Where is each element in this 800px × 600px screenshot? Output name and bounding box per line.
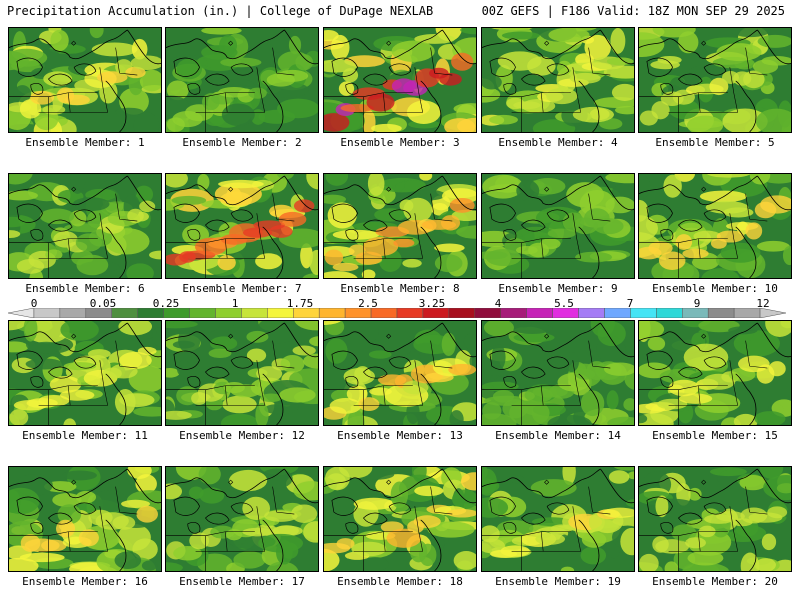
member-map-8 xyxy=(323,173,477,279)
colorbar-tick-label: 12 xyxy=(756,297,770,310)
colorbar-swatch xyxy=(759,308,786,318)
member-label-3: Ensemble Member: 3 xyxy=(340,136,460,149)
member-label-17: Ensemble Member: 17 xyxy=(179,575,305,588)
member-map-6 xyxy=(8,173,162,279)
colorbar-tick-label: 0 xyxy=(30,297,38,310)
member-label-15: Ensemble Member: 15 xyxy=(652,429,778,442)
member-map-10 xyxy=(638,173,792,279)
member-map-12 xyxy=(165,320,319,426)
member-label-1: Ensemble Member: 1 xyxy=(25,136,145,149)
member-label-10: Ensemble Member: 10 xyxy=(652,282,778,295)
member-map-4 xyxy=(481,27,635,133)
colorbar-swatch xyxy=(33,308,61,318)
member-label-9: Ensemble Member: 9 xyxy=(498,282,618,295)
member-label-11: Ensemble Member: 11 xyxy=(22,429,148,442)
colorbar-tick-label: 4 xyxy=(494,297,502,310)
colorbar-tick-label: 2.5 xyxy=(358,297,378,310)
member-map-7 xyxy=(165,173,319,279)
member-map-15 xyxy=(638,320,792,426)
colorbar-tick-label: 5.5 xyxy=(554,297,574,310)
colorbar-swatch xyxy=(630,308,657,318)
member-label-5: Ensemble Member: 5 xyxy=(655,136,775,149)
member-label-13: Ensemble Member: 13 xyxy=(337,429,463,442)
member-label-14: Ensemble Member: 14 xyxy=(495,429,621,442)
colorbar-swatch xyxy=(656,308,683,318)
colorbar-tick-label: 7 xyxy=(626,297,634,310)
colorbar-swatch xyxy=(526,308,553,318)
member-map-5 xyxy=(638,27,792,133)
member-label-19: Ensemble Member: 19 xyxy=(495,575,621,588)
member-map-18 xyxy=(323,466,477,572)
member-map-17 xyxy=(165,466,319,572)
colorbar-swatch xyxy=(448,308,476,318)
colorbar-swatch xyxy=(189,308,216,318)
member-map-19 xyxy=(481,466,635,572)
colorbar xyxy=(8,308,786,318)
colorbar-tick-label: 0.25 xyxy=(152,297,180,310)
member-map-9 xyxy=(481,173,635,279)
run-info: 00Z GEFS | F186 Valid: 18Z MON SEP 29 20… xyxy=(481,4,785,18)
colorbar-tick-label: 1 xyxy=(231,297,239,310)
member-map-20 xyxy=(638,466,792,572)
member-label-18: Ensemble Member: 18 xyxy=(337,575,463,588)
member-map-11 xyxy=(8,320,162,426)
colorbar-swatch xyxy=(59,308,87,318)
member-map-16 xyxy=(8,466,162,572)
colorbar-tick-label: 0.05 xyxy=(89,297,117,310)
member-label-6: Ensemble Member: 6 xyxy=(25,282,145,295)
member-label-2: Ensemble Member: 2 xyxy=(182,136,302,149)
member-map-2 xyxy=(165,27,319,133)
member-label-7: Ensemble Member: 7 xyxy=(182,282,302,295)
colorbar-tick-label: 1.75 xyxy=(286,297,314,310)
member-map-3 xyxy=(323,27,477,133)
member-label-16: Ensemble Member: 16 xyxy=(22,575,148,588)
chart-title: Precipitation Accumulation (in.) | Colle… xyxy=(7,4,434,18)
colorbar-tick-label: 3.25 xyxy=(418,297,446,310)
member-map-13 xyxy=(323,320,477,426)
colorbar-swatch xyxy=(578,308,605,318)
colorbar-swatch xyxy=(707,308,735,318)
member-label-20: Ensemble Member: 20 xyxy=(652,575,778,588)
colorbar-swatch xyxy=(241,308,268,318)
member-map-1 xyxy=(8,27,162,133)
colorbar-swatch xyxy=(318,308,346,318)
colorbar-tick-label: 9 xyxy=(693,297,701,310)
member-label-4: Ensemble Member: 4 xyxy=(498,136,618,149)
colorbar-swatch xyxy=(500,308,527,318)
member-label-12: Ensemble Member: 12 xyxy=(179,429,305,442)
member-label-8: Ensemble Member: 8 xyxy=(340,282,460,295)
member-map-14 xyxy=(481,320,635,426)
